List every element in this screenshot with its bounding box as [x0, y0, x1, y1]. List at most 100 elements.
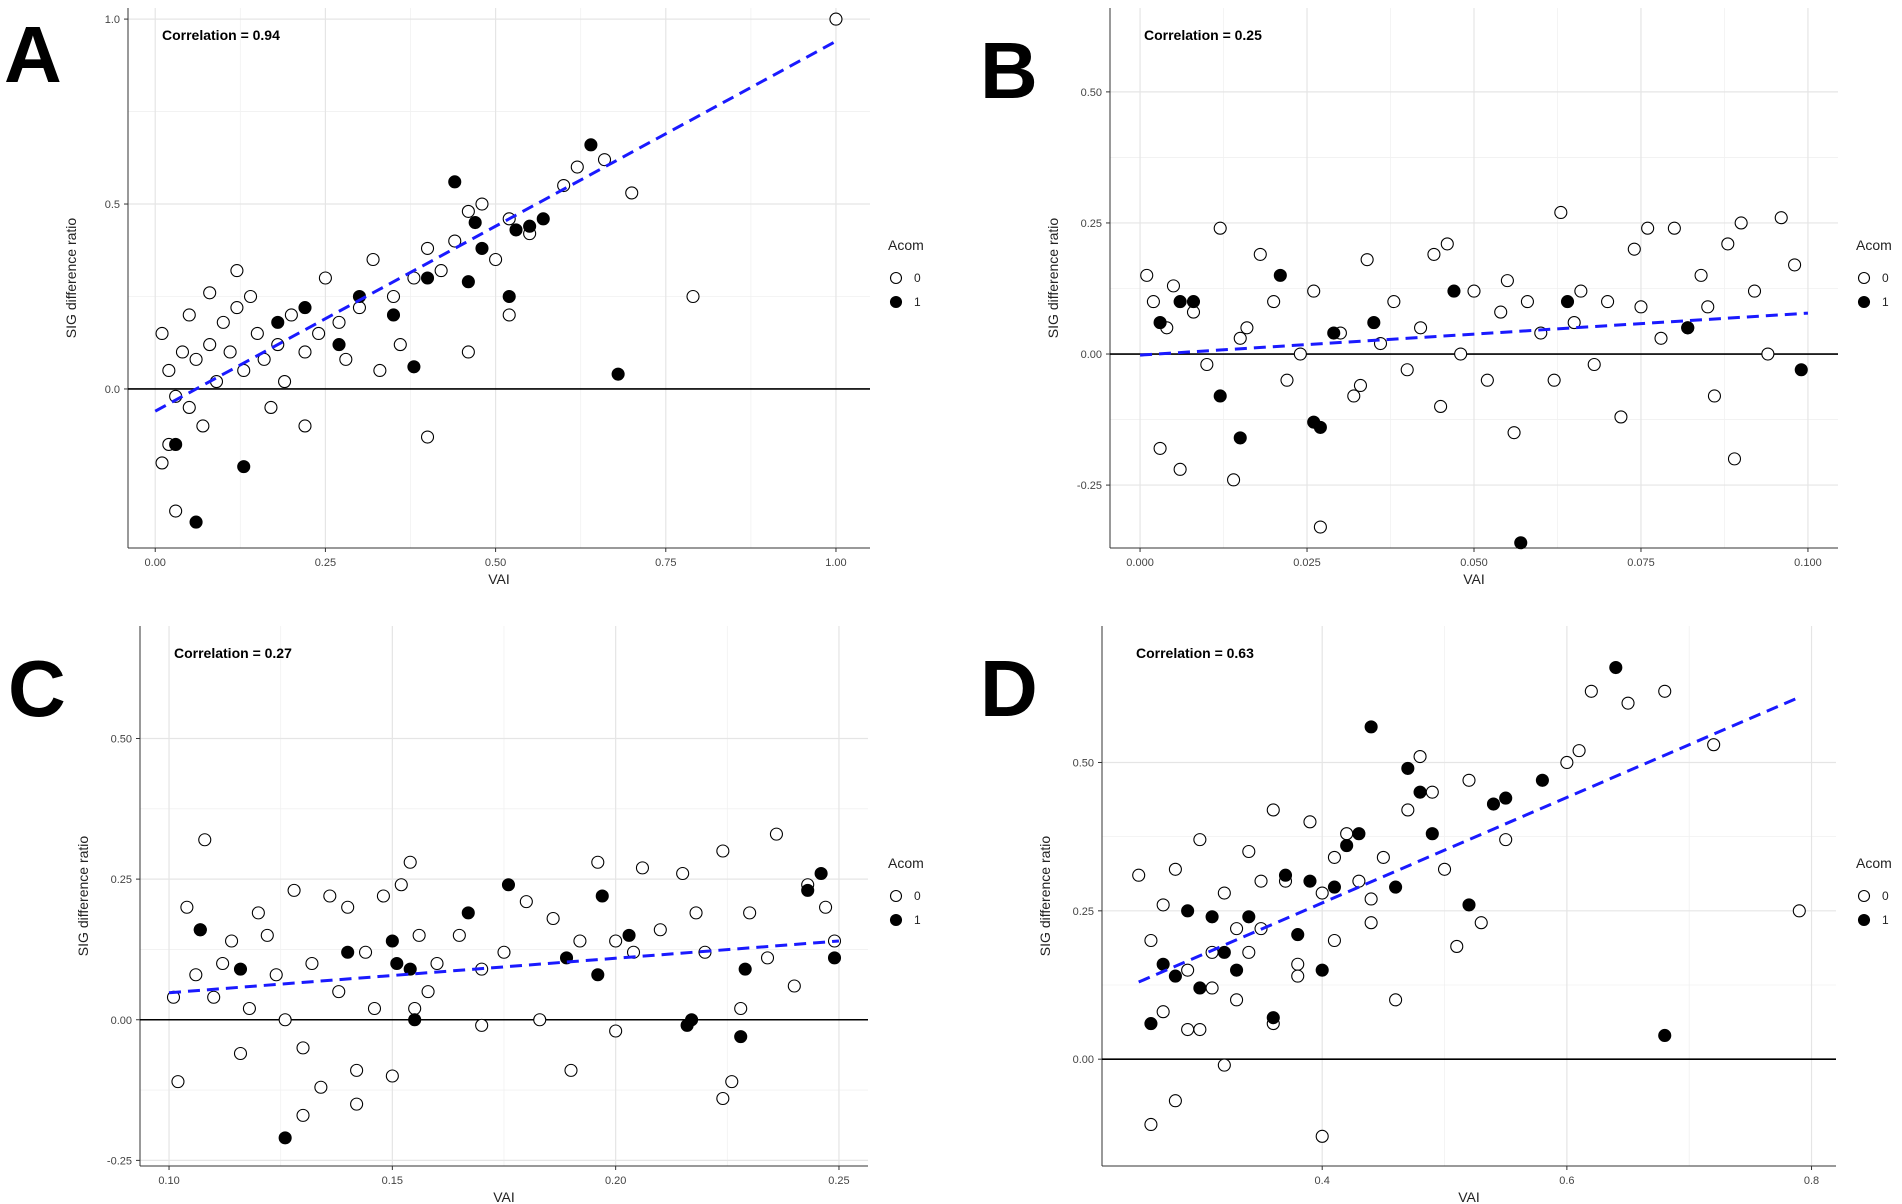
data-point-acom-0: [716, 1091, 730, 1106]
data-point-acom-0: [318, 271, 332, 285]
data-point-acom-0: [223, 345, 237, 359]
data-point-acom-1: [408, 1013, 422, 1027]
correlation-annotation: Correlation = 0.27: [174, 645, 292, 661]
panel-d: D 0.4 0.6 0.8 0.00 0.25 0.50 VAI SIG difference …: [980, 626, 1892, 1204]
regression-fit-line: [1139, 311, 1809, 357]
data-point-acom-0: [1347, 389, 1361, 403]
data-point-acom-0: [1701, 300, 1715, 314]
data-point-acom-1: [1307, 415, 1321, 429]
data-point-acom-0: [1213, 221, 1227, 235]
legend-key-1: [1857, 295, 1871, 309]
data-point-acom-1: [407, 360, 421, 374]
data-point-acom-0: [1584, 684, 1598, 698]
data-point-acom-0: [287, 883, 301, 897]
data-point-acom-1: [1193, 981, 1207, 995]
data-point-acom-0: [1181, 1022, 1195, 1037]
data-point-acom-1: [523, 219, 537, 233]
data-point-acom-0: [284, 308, 298, 322]
data-point-acom-0: [1401, 803, 1415, 817]
data-point-acom-0: [1792, 904, 1806, 918]
y-tick-label: 0.25: [1073, 906, 1094, 918]
data-point-acom-0: [760, 951, 775, 965]
data-point-acom-0: [1327, 933, 1341, 948]
data-point-acom-0: [1520, 295, 1534, 309]
data-point-acom-0: [1454, 347, 1468, 361]
legend-title: Acom: [1856, 237, 1892, 253]
data-point-acom-0: [635, 861, 650, 875]
legend-label-0: 0: [1882, 271, 1889, 285]
data-point-acom-1: [1266, 1011, 1280, 1025]
data-point-acom-0: [1387, 295, 1401, 309]
data-point-acom-0: [1694, 268, 1708, 282]
y-tick-label: 1.0: [105, 14, 120, 26]
data-point-acom-0: [461, 345, 475, 359]
data-point-acom-1: [1181, 904, 1195, 918]
data-point-acom-0: [564, 1063, 578, 1077]
data-point-acom-1: [461, 906, 475, 920]
legend-label-0: 0: [914, 271, 921, 285]
data-point-acom-0: [332, 985, 346, 999]
data-point-acom-0: [1315, 1129, 1329, 1143]
x-tick-label: 0.6: [1559, 1175, 1574, 1187]
legend-label-1: 1: [1882, 913, 1889, 927]
data-point-acom-1: [1462, 898, 1476, 912]
data-point-acom-0: [1567, 316, 1581, 330]
y-tick-label: 0.0: [105, 384, 120, 396]
data-point-acom-1: [1560, 295, 1575, 309]
legend-title: Acom: [888, 237, 924, 253]
data-point-acom-0: [1205, 981, 1219, 995]
data-point-acom-0: [829, 12, 843, 26]
y-axis-title: SIG difference ratio: [63, 218, 79, 339]
data-point-acom-1: [1291, 928, 1305, 942]
data-point-acom-1: [1168, 969, 1182, 983]
y-axis-title: SIG difference ratio: [1037, 836, 1053, 957]
data-point-acom-1: [1389, 880, 1403, 894]
data-point-acom-0: [475, 197, 489, 211]
data-point-acom-0: [1156, 898, 1170, 912]
x-tick-label: 0.4: [1315, 1175, 1330, 1187]
data-point-acom-0: [1727, 452, 1742, 466]
data-point-acom-1: [1144, 1017, 1158, 1031]
data-point-acom-0: [203, 286, 217, 300]
data-point-acom-1: [390, 956, 404, 971]
data-point-acom-1: [237, 460, 251, 474]
data-point-acom-0: [1266, 803, 1280, 817]
data-point-acom-0: [243, 289, 258, 304]
data-point-acom-0: [1291, 957, 1305, 971]
data-point-acom-1: [1514, 536, 1528, 550]
data-point-acom-0: [421, 985, 435, 999]
data-point-acom-0: [298, 345, 312, 359]
legend-key-0: [889, 889, 903, 903]
data-point-acom-0: [182, 308, 196, 322]
data-point-acom-0: [1462, 773, 1476, 787]
regression-fit-line: [154, 39, 837, 413]
data-point-acom-0: [452, 928, 466, 942]
data-point-acom-1: [1173, 295, 1187, 309]
legend-key-0: [1857, 271, 1871, 285]
y-tick-label: -0.25: [1077, 480, 1102, 492]
data-point-acom-1: [1794, 363, 1808, 377]
data-point-acom-0: [1425, 785, 1439, 799]
data-point-acom-0: [412, 928, 426, 942]
data-point-acom-0: [689, 906, 703, 920]
data-point-acom-0: [1587, 357, 1601, 372]
data-point-acom-0: [1734, 216, 1748, 230]
x-tick-label: 0.25: [315, 557, 336, 569]
data-point-acom-1: [1364, 720, 1378, 734]
data-point-acom-0: [216, 956, 230, 971]
data-point-acom-1: [1535, 773, 1549, 787]
y-tick-label: 0.00: [1073, 1054, 1094, 1066]
data-point-acom-0: [230, 264, 244, 278]
data-point-acom-0: [1400, 363, 1414, 377]
legend-label-1: 1: [1882, 295, 1889, 309]
correlation-annotation: Correlation = 0.63: [1136, 645, 1254, 661]
data-point-acom-0: [1480, 373, 1494, 387]
data-point-acom-1: [801, 883, 815, 897]
data-point-acom-1: [461, 275, 475, 289]
data-point-acom-0: [1173, 462, 1187, 476]
legend-key-1: [889, 913, 903, 927]
data-point-acom-1: [169, 437, 183, 451]
data-point-acom-0: [1413, 749, 1427, 764]
data-point-acom-0: [787, 979, 801, 993]
